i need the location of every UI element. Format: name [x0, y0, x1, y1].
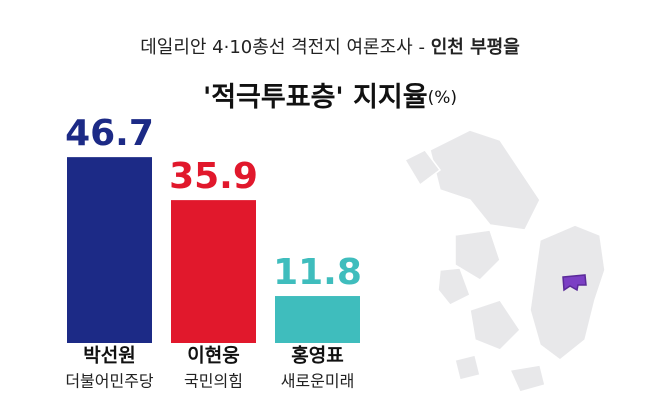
bar [171, 200, 256, 343]
unit: (%) [428, 88, 457, 108]
map-region [469, 299, 521, 351]
chart-title: 데일리안 4·10총선 격전지 여론조사 - 인천 부평을 [140, 37, 520, 58]
value-label: 11.8 [273, 252, 362, 293]
value-label: 35.9 [169, 156, 258, 197]
map-region [437, 267, 471, 306]
candidate-name: 홍영표 [291, 344, 343, 367]
map-region [454, 354, 481, 381]
highlight-district [562, 274, 587, 292]
subtitle-text: '적극투표층' 지지율 [203, 82, 428, 113]
candidate-name: 이현웅 [187, 345, 239, 367]
subtitle: '적극투표층' 지지율(%) [203, 82, 457, 113]
map-region [529, 224, 606, 361]
party-name: 새로운미래 [281, 372, 355, 391]
bar [67, 157, 152, 343]
map [403, 129, 606, 393]
title-highlight: 인천 부평을 [431, 37, 520, 58]
value-label: 46.7 [65, 113, 154, 154]
party-name: 국민의힘 [184, 372, 243, 391]
title-text: 데일리안 4·10총선 격전지 여론조사 - [140, 37, 425, 58]
bar [275, 296, 360, 343]
party-name: 더불어민주당 [65, 372, 154, 391]
map-region [429, 129, 541, 231]
map-region [508, 364, 546, 393]
map-region [454, 229, 501, 281]
candidate-name: 박선원 [83, 345, 135, 367]
map-region [403, 149, 442, 187]
